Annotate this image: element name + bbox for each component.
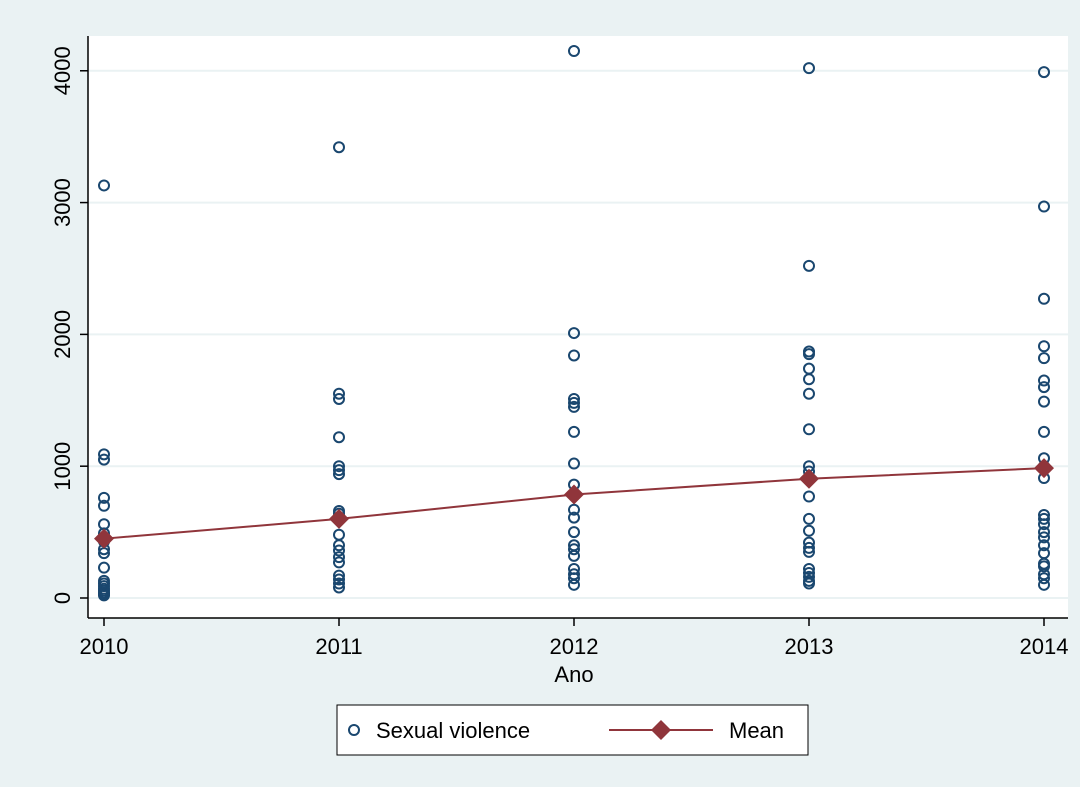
legend: Sexual violence Mean [336,704,809,756]
scatter-point-84 [1038,395,1050,408]
legend-marker-mean [651,720,671,740]
scatter-point-66 [803,490,815,503]
scatter-point-51 [568,549,580,562]
scatter-point-25 [333,468,345,481]
scatter-point-93 [1038,531,1050,544]
scatter-point-54 [568,572,580,585]
scatter-point-24 [333,464,345,477]
scatter-point-56 [803,62,815,75]
scatter-point-21 [333,392,345,405]
scatter-point-78 [1038,200,1050,213]
scatter-point-70 [803,541,815,554]
x-axis-ticks: 2010 2011 2012 2013 2014 [80,618,1069,659]
scatter-point-42 [568,400,580,413]
scatter-point-37 [568,45,580,57]
scatter-point-10 [98,561,110,574]
scatter-point-62 [803,387,815,400]
mean-point-0 [94,528,114,549]
scatter-point-19 [333,141,345,154]
scatter-point-2 [98,453,110,466]
scatter-point-18 [98,589,110,602]
y-tick-label-2: 2000 [50,310,75,359]
scatter-point-38 [568,327,580,340]
scatter-point-30 [333,544,345,557]
scatter-point-79 [1038,292,1050,305]
x-axis-title: Ano [554,662,593,687]
scatter-point-81 [1038,352,1050,365]
scatter-point-33 [333,569,345,582]
scatter-point-4 [98,499,110,512]
x-tick-label-0: 2010 [80,634,129,659]
scatter-point-92 [1038,526,1050,539]
legend-label-mean: Mean [729,718,784,743]
scatter-point-3 [98,491,110,504]
scatter-point-68 [803,524,815,537]
mean-point-1 [329,508,349,529]
scatter-point-1 [98,448,110,461]
x-tick-label-4: 2014 [1020,634,1069,659]
scatter-point-83 [1038,381,1050,394]
scatter-point-82 [1038,374,1050,387]
scatter-point-36 [333,581,345,594]
scatter-point-34 [333,573,345,586]
scatter-point-67 [803,512,815,525]
scatter-point-59 [803,348,815,361]
scatter-point-99 [1038,572,1050,585]
scatter-point-71 [803,545,815,558]
mean-point-4 [1034,458,1054,479]
mean-series [94,458,1054,549]
scatter-point-40 [568,392,580,405]
legend-box [336,704,809,756]
scatter-point-39 [568,349,580,362]
scatter-point-97 [1038,560,1050,573]
x-tick-label-3: 2013 [785,634,834,659]
scatter-point-77 [1038,66,1050,79]
scatter-point-43 [568,425,580,438]
scatter-point-80 [1038,340,1050,353]
legend-marker-scatter [348,724,360,736]
scatter-point-74 [803,570,815,583]
scatter-point-76 [803,577,815,590]
y-tick-label-3: 3000 [50,178,75,227]
y-tick-label-0: 0 [50,592,75,604]
mean-point-3 [799,468,819,489]
legend-label-scatter: Sexual violence [376,718,530,743]
y-tick-label-1: 1000 [50,442,75,491]
x-tick-label-1: 2011 [315,634,362,659]
scatter-point-61 [803,373,815,386]
scatter-points [98,45,1050,602]
scatter-point-31 [333,551,345,564]
x-tick-label-2: 2012 [550,634,599,659]
scatter-point-50 [568,543,580,556]
scatter-point-41 [568,396,580,409]
scatter-point-90 [1038,512,1050,525]
scatter-point-0 [98,179,110,192]
mean-point-2 [564,484,584,505]
scatter-point-32 [333,556,345,569]
scatter-point-55 [568,578,580,591]
scatter-point-35 [333,577,345,590]
scatter-point-20 [333,387,345,400]
scatter-point-57 [803,259,815,272]
scatter-point-100 [1038,578,1050,591]
scatter-point-23 [333,460,345,473]
scatter-point-48 [568,526,580,539]
scatter-point-63 [803,423,815,436]
scatter-point-85 [1038,425,1050,438]
scatter-point-94 [1038,539,1050,552]
scatter-point-22 [333,431,345,444]
y-axis-ticks: 0 1000 2000 3000 4000 [50,46,88,604]
scatter-point-44 [568,457,580,470]
scatter-point-47 [568,511,580,524]
y-tick-label-4: 4000 [50,46,75,95]
scatter-point-46 [568,503,580,516]
scatter-point-72 [803,563,815,576]
scatter-point-29 [333,539,345,552]
scatter-point-91 [1038,518,1050,531]
